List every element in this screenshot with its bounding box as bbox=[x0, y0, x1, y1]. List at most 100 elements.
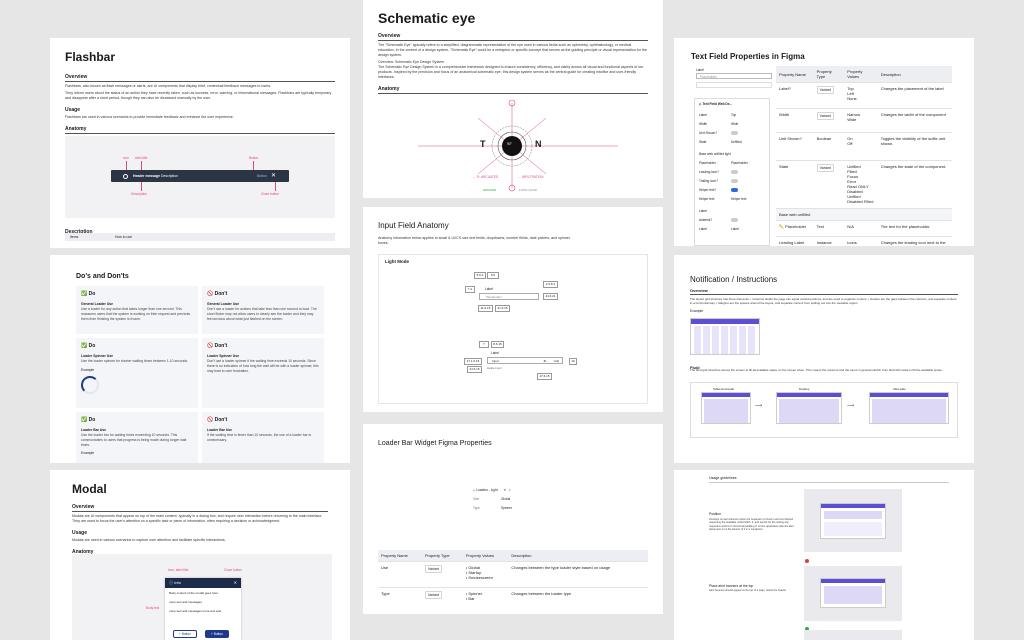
info-icon: ⓘ bbox=[169, 580, 175, 585]
schematic-legend-2: ← INFILTRATION bbox=[518, 175, 544, 179]
table-row: Use Variant • Global • Startup • Smokesc… bbox=[378, 561, 648, 588]
figma-subheading: Label bbox=[699, 209, 707, 213]
grid-ultrawide bbox=[869, 392, 949, 424]
table-row: Type Variant • Spinner • Bar Changes bet… bbox=[378, 587, 648, 610]
figma-panel-title: Text Field Web De... bbox=[702, 102, 733, 106]
textfield-preview: Label Placeholder bbox=[696, 66, 772, 122]
table-row: Leading Label Icon Instance Swap Icons C… bbox=[776, 236, 952, 246]
position-text: Overlays on alert banners either the sep… bbox=[709, 518, 794, 532]
flashbar-description: Description bbox=[161, 174, 178, 178]
error-dot-icon bbox=[805, 559, 809, 563]
grid-tablet bbox=[701, 392, 751, 424]
schematic-title: Schematic eye bbox=[378, 10, 476, 26]
figma-row[interactable]: Helper text Helper text bbox=[699, 197, 747, 201]
flashbar-overview-text-1: Flashbars, also known as flash messages … bbox=[65, 84, 272, 88]
schematic-letter-t: T bbox=[480, 139, 486, 149]
notification-example-label: Example bbox=[690, 309, 704, 313]
figma-row[interactable]: State Unfilled bbox=[699, 140, 742, 144]
input-field-text: Anatomy information below applies to sma… bbox=[378, 236, 570, 245]
notification-overview-heading: Overview bbox=[690, 288, 958, 295]
flashbar-action-button[interactable]: Button bbox=[257, 174, 267, 178]
textfield-title: Text Field Properties in Figma bbox=[691, 52, 805, 61]
loader-figma-panel: ◇ Loaders - Light ✛ • Size Global Type Spinn… bbox=[473, 488, 553, 522]
modal-usage-heading: Usage bbox=[72, 530, 88, 536]
flashbar-desc-table-head: Items How to use bbox=[65, 233, 335, 241]
check-icon: ✅ bbox=[81, 417, 88, 423]
forbidden-icon: 🚫 bbox=[207, 343, 214, 349]
schematic-text-3: The Schematic Eye Design System is a com… bbox=[378, 65, 644, 79]
toggle-switch[interactable] bbox=[731, 131, 738, 135]
modal-card: Modal Overview Modals are UI components … bbox=[50, 470, 350, 640]
figma-row[interactable]: Label Label bbox=[699, 227, 739, 231]
flashbar-anatomy-heading: Anatomy bbox=[65, 126, 335, 134]
close-icon[interactable]: ✕ bbox=[271, 173, 277, 179]
dont-panel: 🚫 Don't Loader Bar Use If the waiting ti… bbox=[202, 412, 324, 463]
usage-card: Usage guidelines Position Overlays on al… bbox=[674, 470, 974, 640]
modal-header: ⓘ Info ✕ bbox=[165, 578, 241, 588]
clear-icon[interactable]: ⊗ bbox=[543, 359, 546, 363]
place-text: Alert banners should appear at the top o… bbox=[709, 589, 787, 592]
fluid-demo: Tablet Horizontal Desktop Ultra-wide ⟶ ⟶ bbox=[690, 382, 958, 438]
flashbar-title: Flashbar bbox=[65, 50, 116, 64]
figma-row[interactable]: Unit Shown? bbox=[699, 131, 765, 135]
figma-row[interactable]: Size Global bbox=[473, 497, 511, 501]
toggle-switch[interactable] bbox=[731, 218, 738, 222]
modal-primary-button[interactable]: + Button bbox=[205, 630, 229, 638]
figma-row[interactable]: Placeholder Placeholder bbox=[699, 161, 748, 165]
grid-example bbox=[690, 318, 760, 355]
schematic-legend-1: ← R. ARCUATED bbox=[473, 175, 499, 179]
dos-donts-card: Do's and Don'ts ✅ Do General Loader Use … bbox=[50, 255, 350, 463]
input-field-card: Input Field Anatomy Anatomy information … bbox=[363, 207, 663, 412]
modal-overview-text: Modals are UI components that appear on … bbox=[72, 514, 323, 523]
position-heading: Position bbox=[709, 512, 722, 516]
notification-fluid-heading: Fluid bbox=[690, 365, 700, 370]
flashbar-desc-col-how: How to use bbox=[115, 235, 132, 239]
table-row: State Variant Unfilled Filled Focus Erro… bbox=[776, 160, 952, 209]
check-icon: ✅ bbox=[81, 343, 88, 349]
modal-overview-heading: Overview bbox=[72, 504, 328, 512]
flashbar-desc-col-items: Items bbox=[70, 235, 79, 239]
example-label: Example bbox=[81, 451, 95, 455]
modal-title: Modal bbox=[72, 482, 107, 496]
toggle-switch[interactable] bbox=[731, 179, 738, 183]
figma-row[interactable]: Width Wide bbox=[699, 122, 739, 126]
usage-title: Usage guidelines bbox=[709, 476, 737, 480]
figma-row[interactable]: Leading icon? bbox=[699, 170, 765, 174]
schematic-letter-n: N bbox=[535, 139, 542, 149]
close-icon[interactable]: ✕ bbox=[233, 580, 237, 585]
figma-row[interactable]: Asterisk? bbox=[699, 218, 765, 222]
modal-anatomy-canvas: Icon, label title Close button Body text… bbox=[72, 554, 332, 640]
forbidden-icon: 🚫 bbox=[207, 291, 214, 297]
flashbar-label-description: Description bbox=[131, 192, 147, 196]
notification-fluid-text: The fluid grid stretches across the scre… bbox=[690, 368, 943, 372]
input-field-sample[interactable]: Placeholder bbox=[479, 293, 539, 300]
schematic-overview-heading: Overview bbox=[378, 33, 648, 41]
arrow-icon: ⟶ bbox=[755, 403, 763, 409]
figma-row[interactable]: Helper text? bbox=[699, 188, 765, 192]
toggle-switch[interactable] bbox=[731, 170, 738, 174]
forbidden-icon: 🚫 bbox=[207, 417, 214, 423]
modal-label-icon: Icon, label title bbox=[168, 568, 189, 572]
toggle-switch[interactable] bbox=[731, 188, 738, 192]
light-mode-label: Light Mode bbox=[385, 259, 409, 264]
input-field-title: Input Field Anatomy bbox=[378, 221, 449, 230]
do-panel: ✅ Do General Loader Use Use a loader for… bbox=[76, 286, 198, 334]
modal-sample: ⓘ Info ✕ Body content of the modal goes … bbox=[165, 578, 241, 640]
more-icon[interactable]: • bbox=[509, 488, 511, 492]
input-field-label: Label bbox=[485, 287, 493, 291]
textfield-preview-input[interactable]: Placeholder bbox=[696, 73, 772, 79]
flashbar-card: Flashbar Overview Flashbars, also known … bbox=[50, 38, 350, 248]
dont-panel: 🚫 Don't Loader Spinner Use Don't use a l… bbox=[202, 338, 324, 408]
input-field-filled[interactable]: Input ⊗ Unit bbox=[487, 357, 563, 364]
figma-row[interactable]: Label Top bbox=[699, 113, 737, 117]
modal-secondary-button[interactable]: + Button bbox=[173, 630, 197, 638]
plus-icon[interactable]: ✛ bbox=[503, 488, 507, 492]
flashbar-overview-heading: Overview bbox=[65, 74, 335, 82]
figma-row[interactable]: Trailing icon? bbox=[699, 179, 765, 183]
figma-row[interactable]: Type Spinner bbox=[473, 506, 512, 510]
textfield-preview-label: Label bbox=[696, 68, 704, 72]
check-icon: ✅ bbox=[81, 291, 88, 297]
loader-spinner-example bbox=[81, 376, 99, 394]
schematic-text-2: Overview: Schematic Eye Design System bbox=[378, 60, 445, 64]
flashbar-usage-heading: Usage bbox=[65, 107, 81, 113]
